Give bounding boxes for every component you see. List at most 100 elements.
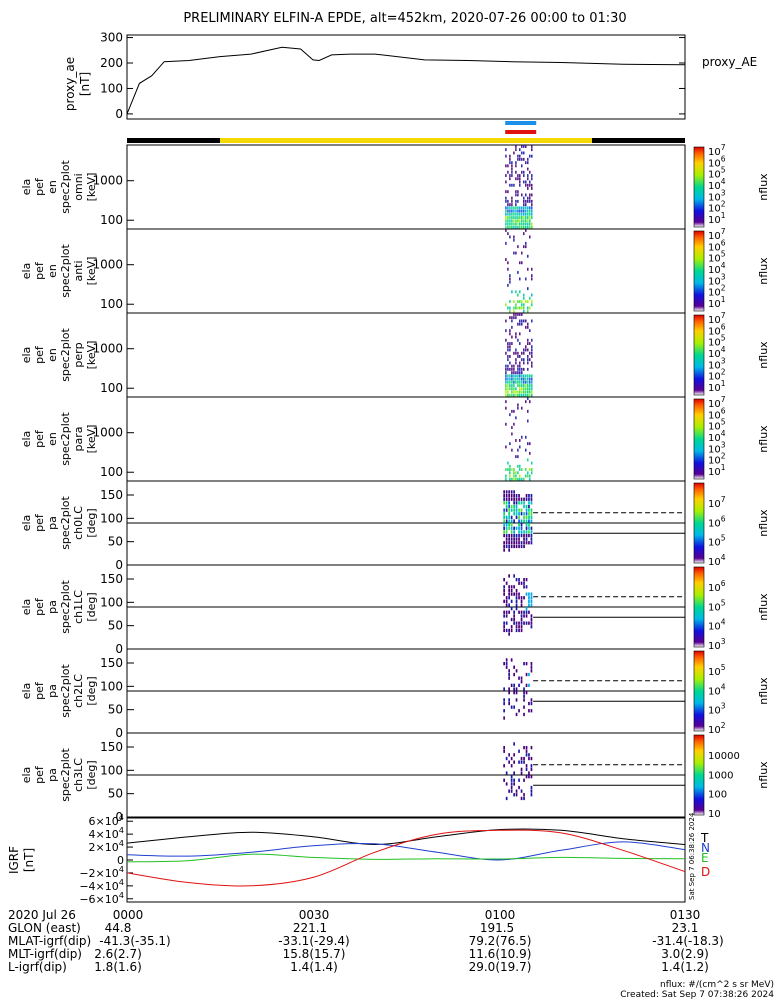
y-tick-label: 0 (115, 558, 123, 572)
spectrogram-cell (518, 621, 520, 625)
spectrogram-cell (505, 474, 507, 478)
spectrogram-cell (525, 209, 527, 213)
flag-black-segment-2 (592, 138, 685, 143)
spectrogram-cell (509, 300, 511, 303)
spectrogram-cell (523, 698, 525, 702)
colorbar-tick-label: 102 (708, 721, 726, 736)
spectrogram-cell (508, 585, 510, 589)
spectrogram-cell (525, 348, 527, 352)
spectrogram-cell (523, 209, 525, 213)
spectrogram-cell (515, 508, 518, 512)
spectrogram-cell (528, 519, 530, 523)
spectrogram-cell (518, 592, 520, 596)
spectrogram-cell (523, 212, 525, 216)
panel-ylabel: spec2plot (59, 160, 72, 214)
spectrogram-cell (523, 393, 525, 397)
spectrogram-cell (525, 393, 527, 397)
panel-ylabel: [deg] (85, 676, 98, 705)
spectrogram-cell (511, 374, 513, 378)
spectrogram-cell (505, 219, 507, 223)
spectrogram-cell (527, 325, 529, 329)
spectrogram-cell (505, 209, 507, 213)
spectrogram-cell (519, 468, 521, 471)
science-mark-blue (505, 121, 537, 125)
spectrogram-cell (517, 300, 519, 303)
spectrogram-cell (511, 380, 513, 384)
spectrogram-cell (525, 193, 527, 197)
spectrogram-cell (517, 212, 519, 216)
spectrogram-cell (520, 625, 523, 629)
spectrogram-cell (529, 225, 531, 229)
panel-ylabel: pef (33, 597, 46, 616)
spectrogram-cell (517, 355, 519, 358)
spectrogram-cell (507, 212, 509, 216)
spectrogram-cell (531, 374, 533, 378)
spectrogram-cell (508, 672, 510, 677)
panel-ylabel: ch3LC (72, 758, 85, 792)
spectrogram-cell (519, 377, 521, 381)
spectrogram-panel-4: ela pef en spec2plot para [keV]10710610510410… (20, 395, 770, 482)
y-tick-label: 100 (100, 297, 123, 311)
spectrogram-cell (511, 206, 513, 210)
spectrogram-cell (529, 390, 531, 394)
spectrogram-cell (525, 683, 528, 687)
spectrogram-cell (509, 274, 511, 278)
spectrogram-cell (511, 409, 513, 413)
spectrogram-cell (527, 309, 529, 313)
spectrogram-cell (508, 497, 510, 501)
spectrogram-cell (527, 367, 529, 371)
spectrogram-cell (525, 219, 527, 223)
ephem-cell: 1.4(1.4) (290, 960, 338, 974)
spectrogram-cell (523, 245, 525, 249)
spectrogram-cell (505, 628, 508, 633)
spectrogram-cell (518, 501, 520, 505)
spectrogram-cell (518, 709, 520, 713)
colorbar (693, 314, 705, 396)
igrf-frame (126, 817, 686, 903)
spectrogram-cell (503, 523, 505, 527)
y-tick-label: 0 (115, 642, 123, 656)
spectrogram-cell (510, 497, 513, 501)
y-tick-label: 50 (108, 535, 123, 549)
y-tick-label: 1000 (92, 174, 123, 188)
colorbar (693, 230, 705, 312)
spectrogram-cell (515, 193, 517, 197)
spectrogram-cell (520, 581, 523, 585)
spectrogram-cell (510, 519, 513, 523)
colorbar (693, 650, 705, 732)
spectrogram-cell (515, 290, 517, 294)
spectrogram-cell (515, 607, 518, 611)
spectrogram-cell (515, 504, 518, 509)
spectrogram-cell (505, 610, 508, 614)
spectrogram-cell (525, 435, 527, 439)
spectrogram-cell (513, 300, 515, 303)
spectrogram-cell (507, 355, 509, 358)
spectrogram-cell (508, 610, 510, 614)
spectrogram-cell (519, 174, 521, 177)
spectrogram-cell (528, 603, 530, 607)
spectrogram-cell (513, 374, 515, 378)
spectrogram-cell (519, 216, 521, 219)
panel-ylabel: pef (33, 429, 46, 448)
spectrogram-cell (510, 530, 513, 534)
spectrogram-cell (505, 329, 507, 333)
spectrogram-cell (508, 494, 510, 498)
spectrogram-cell (508, 523, 510, 527)
spectrogram-cell (508, 789, 510, 793)
spectrogram-cell (517, 455, 519, 459)
spectrogram-cell (525, 578, 528, 582)
spectrogram-cell (505, 374, 507, 378)
spectrogram-cell (515, 251, 517, 255)
spectrogram-cell (527, 167, 529, 171)
spectrogram-cell (531, 154, 533, 158)
spectrogram-cell (509, 377, 511, 381)
spectrogram-cell (527, 209, 529, 213)
spectrogram-cell (529, 154, 531, 158)
spectrogram-cell (520, 519, 523, 523)
spectrogram-cell (525, 474, 527, 478)
spectrogram-cell (515, 358, 517, 362)
spectrogram-cell (507, 306, 509, 310)
igrf-tick-label: 6×104 (89, 812, 124, 828)
ephem-cell: 15.8(15.7) (283, 947, 346, 961)
panel-ylabel: pa (46, 516, 59, 530)
